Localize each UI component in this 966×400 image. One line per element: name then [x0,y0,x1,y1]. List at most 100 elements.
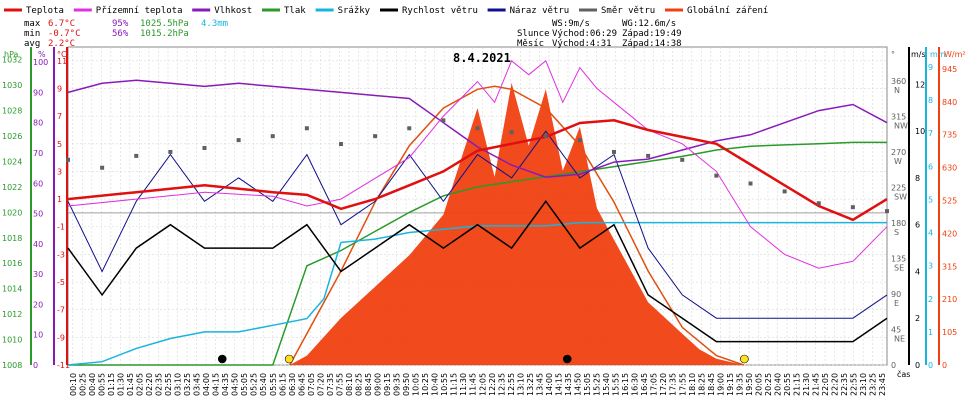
legend-label: Teplota [26,6,64,16]
stat-hum: 56% [112,29,129,39]
x-tick-label: 20:40 [773,373,782,396]
dir-letter: SE [894,263,904,272]
wind-direction-point [714,173,719,178]
rad-tick: 105 [942,328,957,337]
press-tick: 1016 [2,259,22,268]
temp-tick: -5 [57,278,65,287]
temp-tick: 7 [57,112,62,121]
wind-direction-point [134,153,139,158]
x-tick-label: 00:25 [78,373,87,396]
x-tick-label: 20:25 [764,373,773,396]
x-tick-label: 08:45 [364,373,373,396]
sunset-marker [740,354,749,364]
rain-tick: 4 [928,229,933,238]
wind-direction-point [646,153,651,158]
x-tick-label: 04:35 [221,373,230,396]
dir-letter: SW [894,192,907,201]
moonset-marker [562,354,572,364]
dir-tick: 90 [891,290,901,299]
sunrise-marker [284,354,294,364]
ws-value: WS:9m/s [552,19,590,29]
wind-tick: 8 [915,174,920,183]
x-tick-label: 02:35 [154,373,163,396]
x-tick-label: 08:25 [354,373,363,396]
x-tick-label: 23:10 [859,373,868,396]
press-tick: 1022 [2,183,22,192]
x-tick-label: 22:55 [850,373,859,396]
press-tick: 1020 [2,208,22,217]
temp-tick: -7 [57,306,65,315]
x-tick-label: 13:10 [516,373,525,396]
rain-tick: 1 [928,328,933,337]
dir-tick: 135 [891,254,906,263]
x-tick-label: 06:45 [297,373,306,396]
wind-direction-point [236,138,241,143]
wind-direction-point [100,165,105,170]
stat-label: min [24,29,40,39]
x-tick-label: 19:35 [735,373,744,396]
stat-temp: -0.7°C [48,29,81,39]
wind-tick: 0 [915,361,920,370]
rain-tick: 5 [928,195,933,204]
x-tick-label: 09:15 [383,373,392,396]
stat-label: max [24,19,41,29]
press-tick: 1032 [2,56,22,65]
x-tick-label: 17:35 [669,373,678,396]
x-tick-label: 12:05 [478,373,487,396]
x-tick-label: 06:15 [278,373,287,396]
rad-tick: 420 [942,229,957,238]
x-tick-label: 01:45 [126,373,135,396]
x-tick-label: 14:35 [564,373,573,396]
stat-hum: 95% [112,19,129,29]
wind-tick: 10 [915,127,925,136]
x-tick-label: 01:15 [107,373,116,396]
x-tick-label: 16:30 [631,373,640,396]
wind-direction-point [509,130,514,135]
series-naraz [67,130,888,319]
rain-tick: 9 [928,63,933,72]
x-tick-label: 01:30 [116,373,125,396]
press-tick: 1024 [2,157,22,166]
wind-direction-point [202,146,207,151]
dir-letter: W [894,157,902,166]
wind-tick: 2 [915,314,920,323]
legend-label: Náraz větru [510,6,570,16]
hum-tick: 70 [33,149,43,158]
x-tick-label: 04:00 [202,373,211,396]
x-tick-label: 14:00 [545,373,554,396]
press-unit: hPa [4,50,19,59]
rad-tick: 210 [942,295,957,304]
stat-rain: 4.3mm [201,19,228,29]
legend-label: Přízemní teplota [96,6,183,16]
wind-direction-point [339,142,343,147]
series-tlak [68,141,887,366]
wg-value: WG:12.6m/s [622,19,676,29]
x-tick-label: 13:45 [535,373,544,396]
x-tick-label: 20:05 [754,373,763,396]
x-tick-label: 10:55 [440,373,449,396]
x-tick-label: 22:05 [821,373,830,396]
wind-tick: 6 [915,221,920,230]
chart-title: 8.4.2021 [453,51,511,65]
x-tick-label: 19:50 [745,373,754,396]
temp-tick: -3 [57,250,65,259]
rad-tick: 840 [942,98,957,107]
x-tick-label: 16:45 [640,373,649,396]
rad-tick: 0 [942,361,947,370]
x-tick-label: 02:55 [164,373,173,396]
wind-direction-point [850,205,855,210]
x-tick-label: 09:00 [374,373,383,396]
temp-tick: 9 [57,84,62,93]
x-tick-label: 19:15 [726,373,735,396]
sun-label: Slunce [517,29,550,39]
wind-direction-point [304,126,309,131]
x-tick-label: 18:45 [707,373,716,396]
wind-direction-point [441,118,446,123]
x-tick-label: 11:45 [469,373,478,396]
hum-tick: 90 [33,88,43,97]
press-tick: 1018 [2,234,22,243]
press-tick: 1026 [2,132,22,141]
x-tick-label: 10:25 [421,373,430,396]
x-tick-label: 02:20 [145,373,154,396]
